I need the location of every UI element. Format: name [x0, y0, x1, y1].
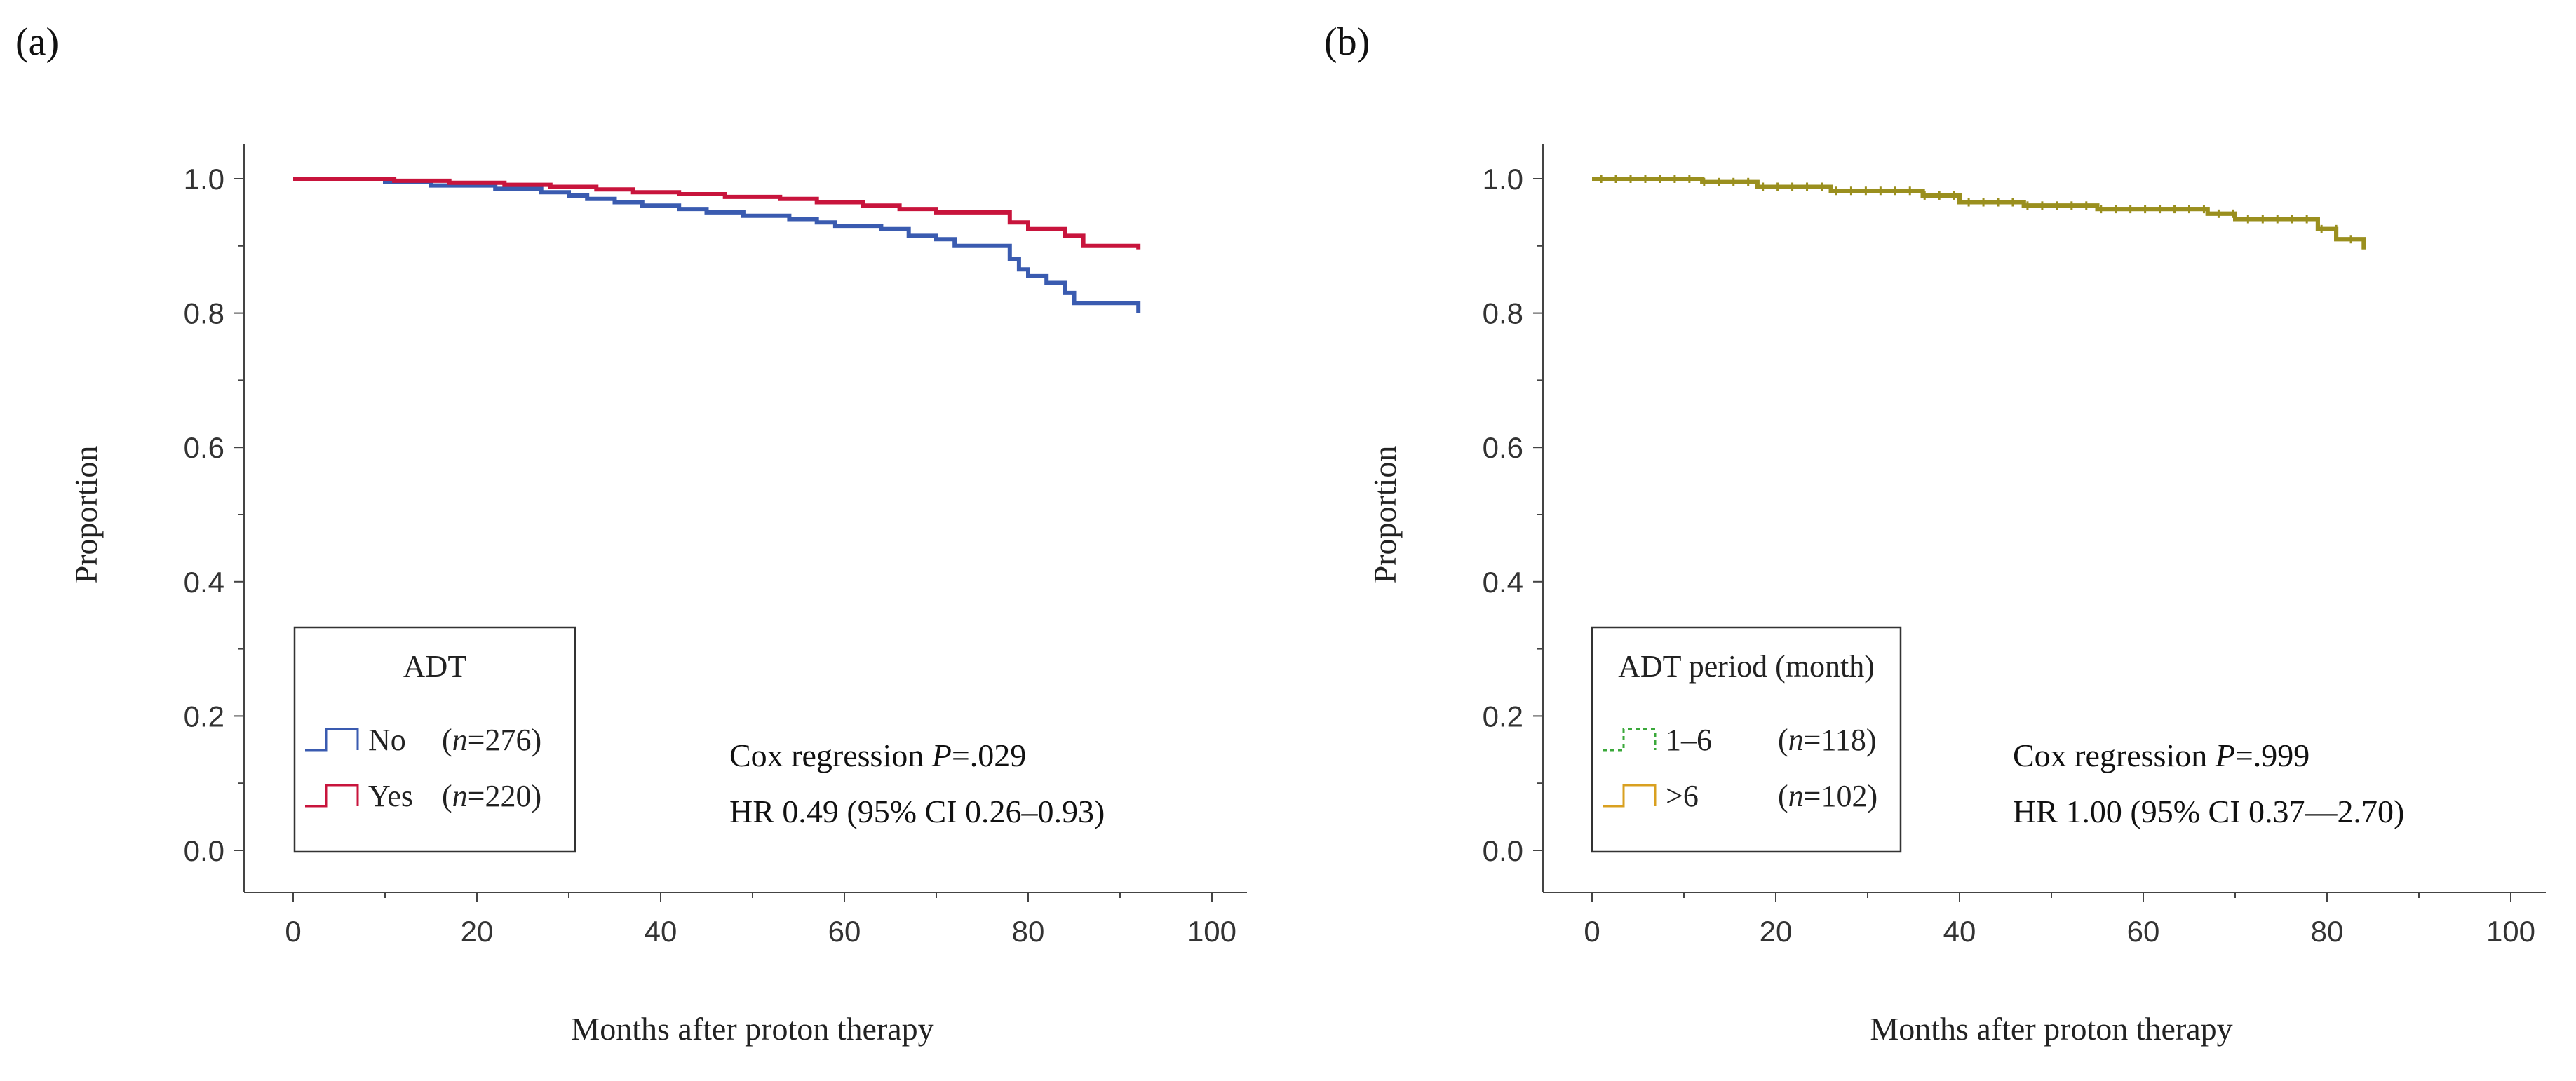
- series-line-1: [293, 177, 1141, 250]
- legend-count: (n=220): [442, 779, 541, 813]
- panel-label-b: (b): [1324, 20, 1370, 64]
- x-tick-label: 40: [645, 915, 677, 948]
- legend-title: ADT period (month): [1618, 649, 1875, 684]
- y-tick-label: 0.2: [1483, 700, 1523, 733]
- x-tick-label: 100: [1187, 915, 1236, 948]
- y-tick-label: 0.0: [1483, 834, 1523, 867]
- x-tick-label: 60: [828, 915, 861, 948]
- legend-symbol: [305, 728, 359, 752]
- y-tick-label: 0.4: [1483, 566, 1523, 599]
- legend-count: (n=102): [1778, 779, 1877, 813]
- km-chart-adt: 0.0 0.2 0.4 0.6 0.8 1.0 0 20 40 60 80 100 Months aft…: [68, 144, 1247, 1047]
- legend-symbol: [305, 784, 359, 808]
- y-tick-label: 0.2: [184, 700, 224, 733]
- y-tick-label: 1.0: [1483, 163, 1523, 196]
- x-tick-label: 100: [2486, 915, 2535, 948]
- legend-count: (n=276): [442, 723, 541, 757]
- x-tick-label: 0: [1584, 915, 1600, 948]
- y-tick-label: 1.0: [184, 163, 224, 196]
- y-tick-label: 0.8: [1483, 297, 1523, 330]
- series-line-0: [1592, 177, 2366, 250]
- x-tick-label: 40: [1943, 915, 1976, 948]
- x-tick-label: 20: [1760, 915, 1793, 948]
- x-axis-title: Months after proton therapy: [1870, 1011, 2232, 1047]
- legend-box: [1591, 626, 1902, 853]
- hazard-ratio-text: HR 1.00 (95% CI 0.37—2.70): [2013, 794, 2404, 829]
- y-tick-label: 0.6: [184, 431, 224, 464]
- y-axis-title: Proportion: [1367, 446, 1403, 584]
- km-chart-adt-period: 0.0 0.2 0.4 0.6 0.8 1.0 0 20 40 60 80 100 Months aft…: [1367, 144, 2546, 1047]
- cox-regression-text: Cox regression P=.999: [2013, 737, 2309, 773]
- hazard-ratio-text: HR 0.49 (95% CI 0.26–0.93): [729, 794, 1105, 829]
- panel-label-a: (a): [15, 20, 60, 64]
- series-line-0: [293, 177, 1141, 313]
- x-axis-title: Months after proton therapy: [571, 1011, 933, 1047]
- legend-label: Yes: [368, 779, 413, 813]
- y-tick-label: 0.4: [184, 566, 224, 599]
- x-tick-label: 80: [2311, 915, 2344, 948]
- y-axis-title: Proportion: [68, 446, 104, 584]
- legend-box: [293, 626, 576, 853]
- x-tick-label: 80: [1012, 915, 1045, 948]
- legend-count: (n=118): [1778, 723, 1877, 757]
- x-tick-label: 20: [461, 915, 494, 948]
- y-tick-label: 0.8: [184, 297, 224, 330]
- legend-title: ADT: [403, 649, 467, 684]
- y-tick-label: 0.6: [1483, 431, 1523, 464]
- x-tick-label: 60: [2127, 915, 2160, 948]
- x-tick-label: 0: [285, 915, 301, 948]
- y-tick-label: 0.0: [184, 834, 224, 867]
- legend-symbol: [1603, 784, 1657, 808]
- series-line-1: [1592, 177, 2366, 250]
- legend-label: 1–6: [1666, 723, 1712, 757]
- cox-regression-text: Cox regression P=.029: [729, 737, 1026, 773]
- legend-symbol: [1603, 728, 1657, 752]
- legend-label: >6: [1666, 779, 1699, 813]
- legend-label: No: [368, 723, 406, 757]
